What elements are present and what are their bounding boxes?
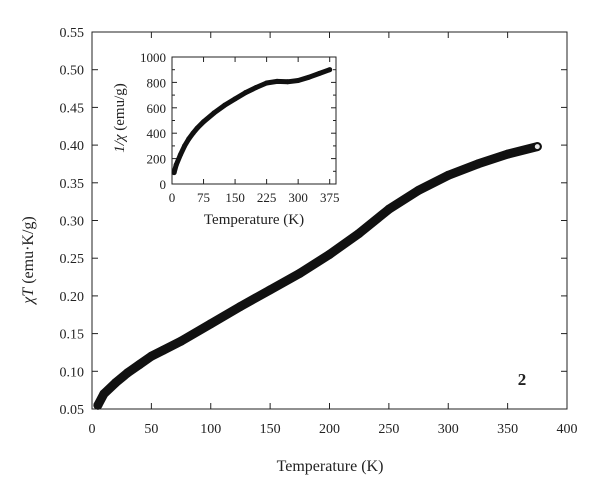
main-data-point <box>176 336 186 346</box>
inset-data-point <box>201 119 207 125</box>
main-y-tick-label: 0.05 <box>60 403 85 418</box>
main-axis-ticks: 0 50 100 150 200 250 300 350 4000.050.100.150.20… <box>60 26 578 437</box>
main-y-tick-label: 0.50 <box>60 64 85 79</box>
main-data-point <box>123 368 133 378</box>
main-y-axis-label: χT (emu·K/g) <box>20 216 37 305</box>
inset-data-point <box>232 96 238 102</box>
inset-data-point <box>177 152 183 158</box>
main-x-axis-label: Temperature (K) <box>277 458 384 475</box>
main-x-tick-label: 50 <box>144 422 158 437</box>
main-y-tick-label: 0.15 <box>60 328 85 343</box>
main-data-point <box>235 301 245 311</box>
inset-x-tick-label: 75 <box>197 190 210 205</box>
inset-y-tick-label: 0 <box>160 177 167 192</box>
inset-y-axis-label-symbol: 1/χ <box>112 134 128 153</box>
main-x-tick-label: 400 <box>557 422 578 437</box>
main-y-tick-label: 0.45 <box>60 101 85 116</box>
main-x-tick-label: 200 <box>319 422 340 437</box>
main-y-tick-label: 0.55 <box>60 26 85 41</box>
main-data-point <box>325 249 334 259</box>
main-y-axis-label-symbol: χT <box>20 287 37 306</box>
inset-y-tick-label: 200 <box>147 152 167 167</box>
main-data-point <box>354 228 364 238</box>
main-last-data-point <box>533 143 541 151</box>
inset-data-point <box>186 136 192 142</box>
inset-data-point <box>253 84 259 90</box>
main-y-tick-label: 0.35 <box>60 177 85 192</box>
inset-x-tick-label: 150 <box>225 190 245 205</box>
main-y-tick-label: 0.10 <box>60 365 85 380</box>
inset-data-point <box>264 80 270 86</box>
main-data-point <box>414 185 424 195</box>
main-data-point <box>295 268 305 278</box>
main-x-tick-label: 0 <box>89 422 96 437</box>
main-y-tick-label: 0.40 <box>60 139 85 154</box>
inset-y-axis-label: 1/χ (emu/g) <box>112 83 128 153</box>
inset-y-tick-label: 1000 <box>140 50 166 65</box>
inset-y-tick-label: 800 <box>147 75 167 90</box>
inset-data-point <box>316 71 322 77</box>
inset-data-point <box>222 102 228 108</box>
main-y-axis-label-unit: (emu·K/g) <box>20 216 37 288</box>
inset-data-point <box>327 67 333 73</box>
main-x-tick-label: 100 <box>200 422 221 437</box>
inset-y-tick-label: 600 <box>147 101 167 116</box>
main-data-point <box>158 345 168 355</box>
main-data-point <box>443 170 453 180</box>
inset-x-axis-label: Temperature (K) <box>204 212 304 228</box>
inset-data-point <box>211 110 217 116</box>
inset-data-point <box>285 79 291 85</box>
inset-data-series <box>171 67 333 176</box>
inset-x-tick-label: 225 <box>257 190 277 205</box>
inset-data-point <box>194 125 200 131</box>
main-data-point <box>146 351 156 361</box>
main-data-series <box>93 142 542 410</box>
main-data-point <box>206 319 216 329</box>
main-y-tick-label: 0.20 <box>60 290 85 305</box>
inset-y-axis-label-unit: (emu/g) <box>112 83 128 134</box>
main-x-tick-label: 250 <box>378 422 399 437</box>
inset-data-point <box>274 78 280 84</box>
main-y-tick-label: 0.25 <box>60 252 85 267</box>
sample-number-annotation: 2 <box>518 370 527 389</box>
inset-data-point <box>182 143 188 149</box>
inset-data-point <box>243 90 249 96</box>
inset-data-curve <box>171 67 333 176</box>
inset-data-point <box>295 77 301 83</box>
inset-data-point <box>171 170 177 176</box>
inset-x-tick-label: 0 <box>169 190 176 205</box>
inset-x-tick-label: 300 <box>288 190 308 205</box>
main-data-point <box>99 389 109 399</box>
inset-axis-ticks: 0 75 150 225 300 375 0 200 400 600 800 1000 <box>140 50 339 205</box>
main-data-point <box>473 159 483 169</box>
main-data-point <box>503 149 513 159</box>
main-x-tick-label: 350 <box>497 422 518 437</box>
main-data-point <box>93 400 103 410</box>
main-data-point <box>135 360 144 370</box>
main-x-tick-label: 150 <box>260 422 281 437</box>
main-data-point <box>111 378 121 388</box>
inset-y-tick-label: 400 <box>147 126 167 141</box>
main-y-tick-label: 0.30 <box>60 215 85 230</box>
inset-x-tick-label: 375 <box>320 190 340 205</box>
inset-data-point <box>306 74 312 80</box>
inset-data-point <box>173 162 179 168</box>
main-data-point <box>265 285 275 295</box>
main-x-tick-label: 300 <box>438 422 459 437</box>
main-data-point <box>384 204 394 214</box>
inset-data-point <box>190 130 196 136</box>
